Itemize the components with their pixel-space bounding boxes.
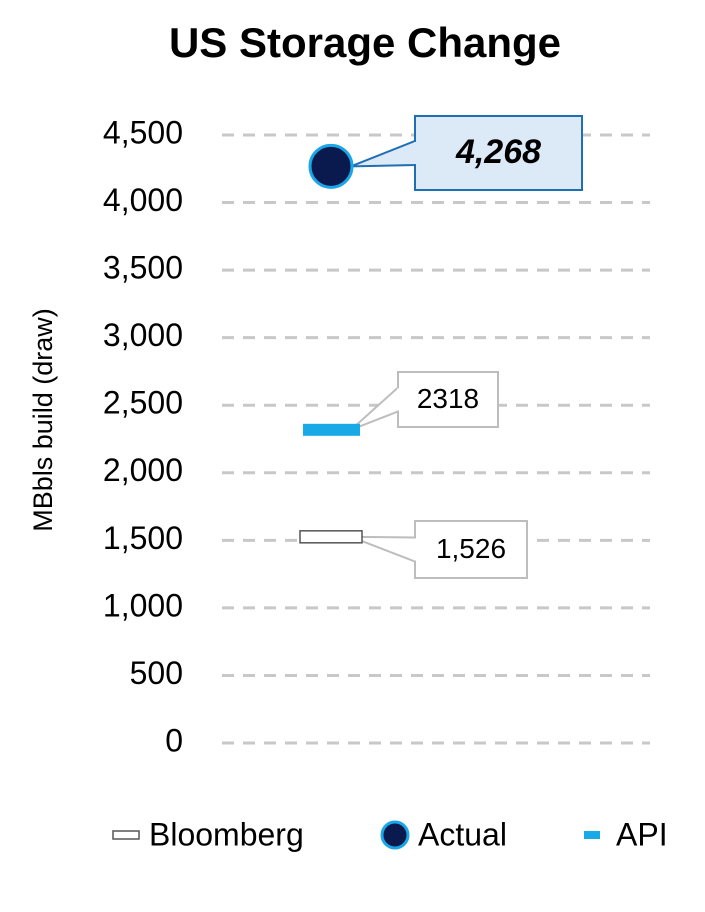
y-tick-label: 2,000 — [103, 452, 183, 488]
y-tick-label: 0 — [165, 722, 183, 758]
callout-box — [414, 520, 528, 579]
y-tick-label: 3,000 — [103, 317, 183, 353]
legend-label: API — [616, 816, 668, 852]
callout-leader — [350, 385, 399, 431]
data-label: 2318 — [417, 383, 479, 414]
y-tick-label: 4,500 — [103, 114, 183, 150]
chart-title: US Storage Change — [169, 19, 561, 66]
data-label: 1,526 — [436, 533, 506, 564]
legend-icon — [584, 831, 600, 839]
api-marker — [303, 423, 360, 436]
legend-icon — [380, 820, 410, 850]
y-axis-label: MBbls build (draw) — [28, 308, 58, 532]
y-tick-label: 1,000 — [103, 587, 183, 623]
actual-marker — [308, 143, 354, 189]
y-tick-label: 1,500 — [103, 520, 183, 556]
bloomberg-marker — [299, 530, 363, 544]
callout-box — [397, 371, 499, 428]
legend-label: Actual — [418, 816, 507, 852]
legend-icon — [112, 830, 140, 840]
legend-label: Bloomberg — [149, 816, 304, 852]
data-label: 4,268 — [455, 133, 541, 171]
callout-joint — [397, 388, 400, 411]
y-tick-label: 500 — [130, 655, 183, 691]
y-tick-label: 2,500 — [103, 385, 183, 421]
callout-leader — [350, 139, 416, 168]
y-tick-label: 4,000 — [103, 182, 183, 218]
callout-joint — [414, 142, 417, 164]
callout-joint — [414, 538, 417, 561]
y-tick-label: 3,500 — [103, 250, 183, 286]
